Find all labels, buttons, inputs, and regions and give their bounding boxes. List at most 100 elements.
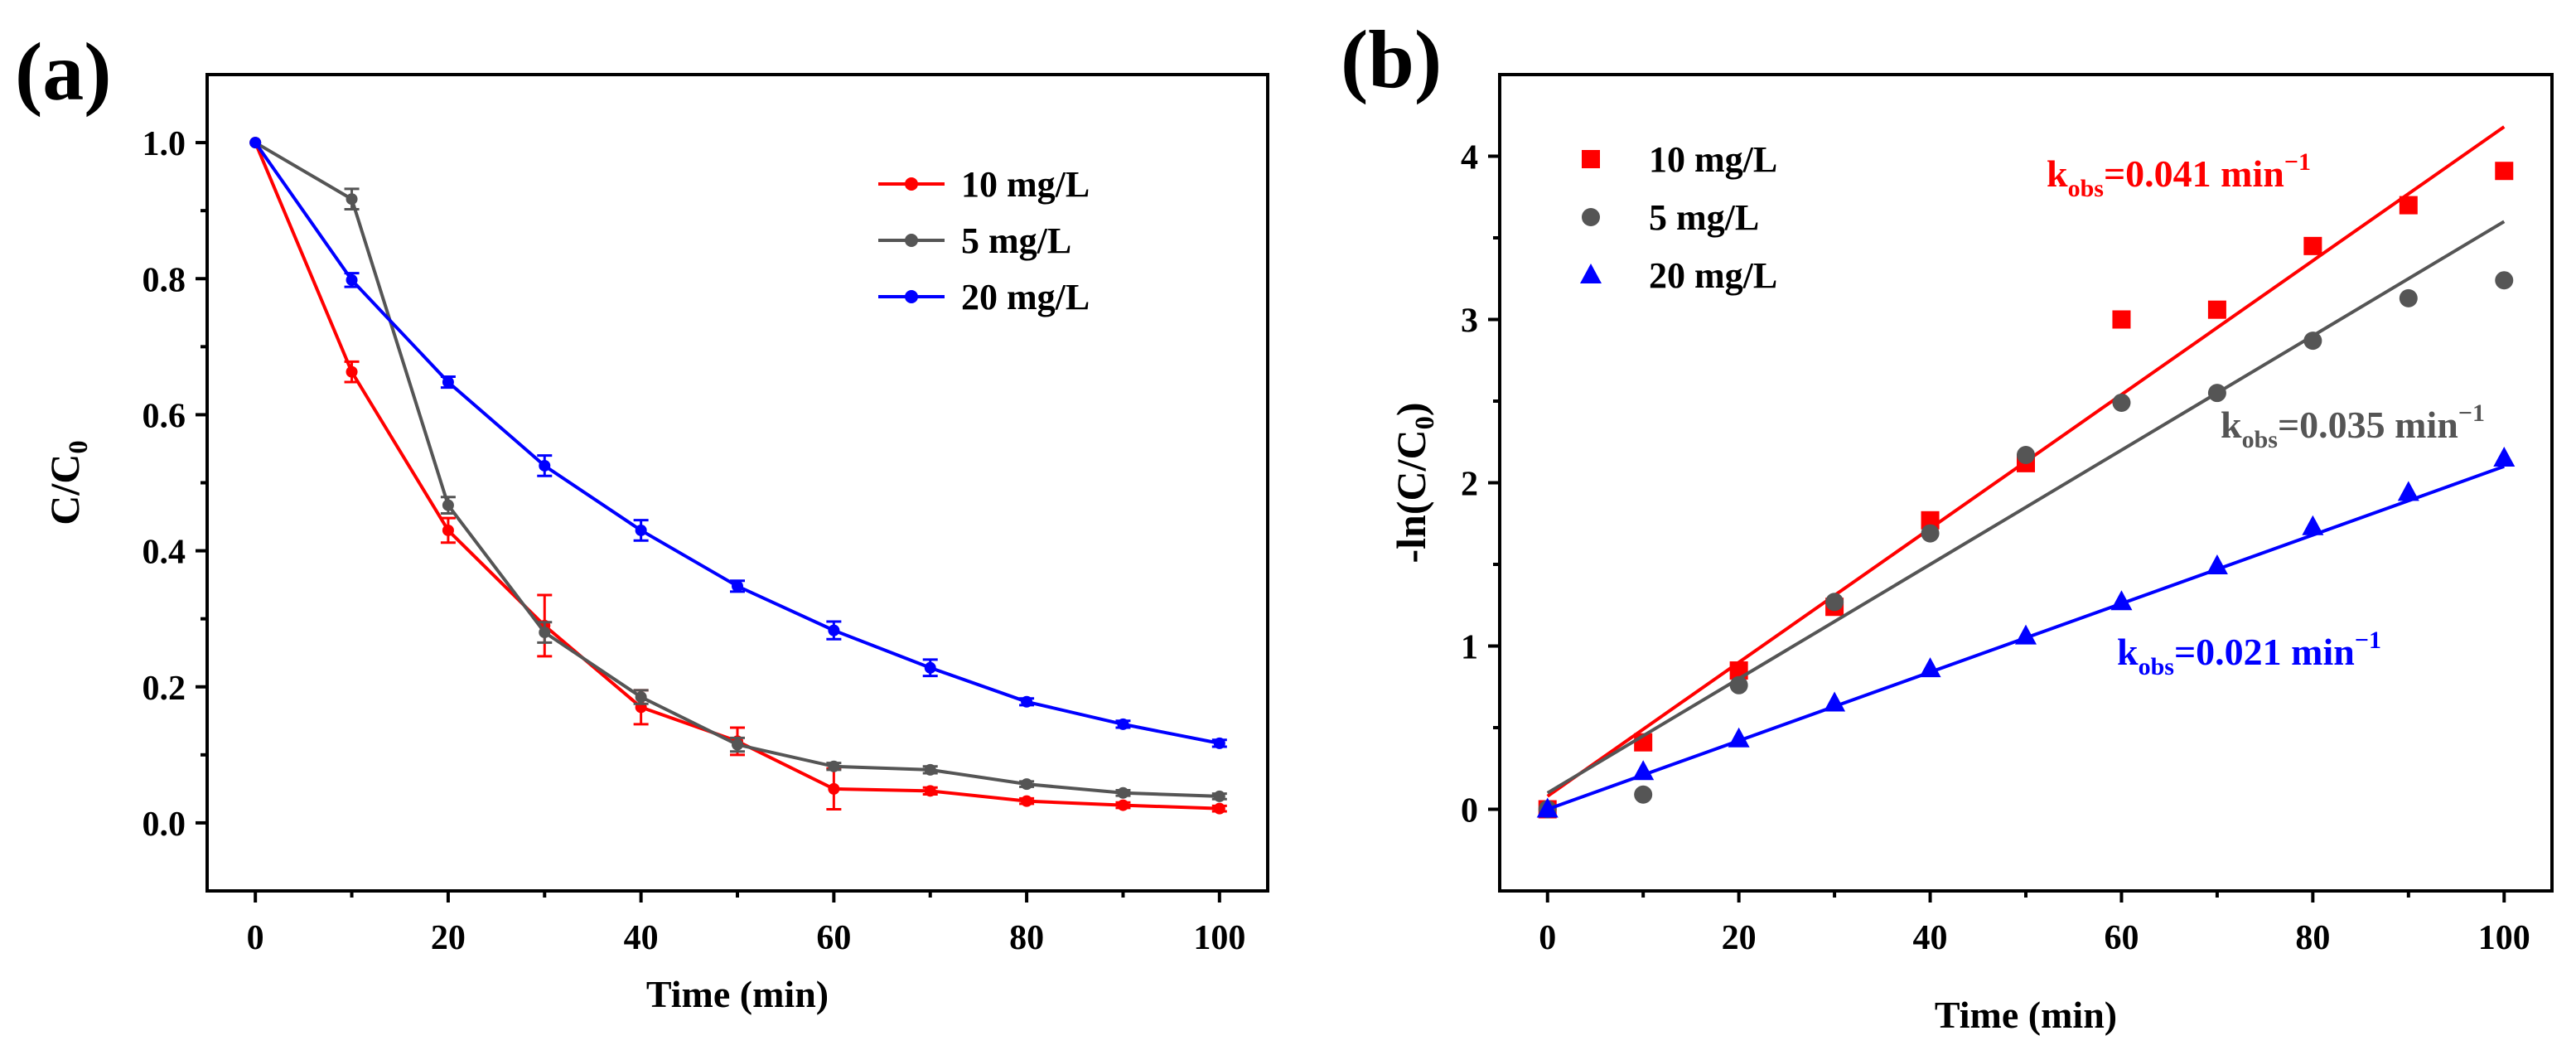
panel-a-ytick-label: 0.6	[143, 397, 186, 435]
data-point	[1021, 778, 1033, 791]
ylabel-close: )	[1388, 402, 1434, 416]
data-point	[1921, 524, 1940, 543]
data-point	[1117, 786, 1129, 799]
ylabel-main: -ln(C/C	[1388, 429, 1434, 563]
series-line	[254, 141, 1220, 798]
data-point	[2207, 384, 2226, 403]
panel-a-xtick-label: 0	[247, 919, 264, 957]
panel-a-xtick-label: 100	[1193, 919, 1245, 957]
annotation-sub: obs	[2139, 653, 2174, 680]
data-point	[2112, 393, 2131, 412]
data-point	[828, 782, 840, 795]
annotation-sup: −1	[2458, 399, 2485, 427]
annotation-sup: −1	[2284, 148, 2311, 176]
panel-b-annotation: kobs=0.041 min−1	[2047, 148, 2311, 202]
legend-label: 10 mg/L	[961, 164, 1090, 205]
data-point	[1213, 737, 1225, 749]
data-point	[732, 738, 743, 751]
panel-a-ytick-label: 0.4	[143, 534, 186, 572]
data-point	[2493, 446, 2516, 467]
panel-a-ylabel: C/C0	[41, 440, 94, 525]
panel-b-xtick-label: 60	[2104, 919, 2139, 957]
panel-a-frame	[205, 73, 1269, 893]
data-point	[2207, 300, 2226, 319]
data-point	[2206, 554, 2228, 574]
legend-marker	[1582, 208, 1600, 226]
data-point	[1536, 797, 1559, 818]
panel-a-ytick-label: 1.0	[143, 125, 186, 163]
panel-b-xtick-label: 20	[1722, 919, 1757, 957]
data-point	[442, 499, 454, 511]
panel-b-xtick-label: 0	[1539, 919, 1556, 957]
data-point	[924, 763, 936, 776]
data-point	[635, 524, 647, 536]
ylabel-main: C/C	[41, 454, 88, 525]
panel-b-ytick-label: 4	[1461, 139, 1478, 177]
data-point	[1919, 657, 1941, 678]
data-point	[249, 137, 262, 149]
legend-label: 20 mg/L	[1649, 255, 1777, 296]
panel-a-legend: 10 mg/L 5 mg/L 20 mg/L	[878, 164, 1090, 317]
annotation-k: k	[2117, 631, 2139, 673]
data-point	[1824, 691, 1846, 712]
data-point	[732, 580, 743, 593]
ylabel-sub: 0	[64, 440, 94, 453]
data-point	[1117, 718, 1129, 730]
annotation-sub: obs	[2068, 175, 2104, 202]
data-point	[2399, 288, 2418, 307]
data-point	[924, 785, 936, 797]
panel-b-label: (b)	[1341, 13, 1442, 105]
data-point	[2015, 624, 2037, 645]
ylabel-sub: 0	[1410, 416, 1440, 429]
panel-a-xtick-label: 20	[431, 919, 466, 957]
data-point	[2112, 310, 2131, 329]
panel-b-xlabel: Time (min)	[1935, 994, 2117, 1036]
panel-b-legend: 10 mg/L 5 mg/L 20 mg/L	[1580, 139, 1777, 296]
annotation-k: k	[2047, 152, 2068, 195]
data-point	[539, 627, 551, 639]
panel-b-xtick-label: 100	[2478, 919, 2530, 957]
panel-b-ytick-label: 2	[1461, 466, 1478, 504]
annotation-text: =0.041 min	[2104, 152, 2284, 195]
panel-a-ytick-label: 0.2	[143, 670, 186, 708]
data-point	[1021, 695, 1033, 708]
panel-b-annotation: kobs=0.035 min−1	[2221, 399, 2485, 453]
panel-a-xlabel: Time (min)	[646, 973, 829, 1015]
legend-marker	[905, 177, 918, 191]
panel-a-xtick-label: 80	[1009, 919, 1044, 957]
legend-marker	[1580, 264, 1602, 283]
legend-label: 20 mg/L	[961, 277, 1090, 317]
data-point	[346, 193, 358, 206]
data-point	[442, 524, 454, 536]
panel-a-chart: 0 20 40 60 80 100 0.0 0.2 0.4 0.6 0.8 1.0 Time (min)…	[41, 73, 1269, 1015]
panel-b-ytick-label: 0	[1461, 792, 1478, 830]
data-point	[1825, 593, 1844, 612]
data-point	[1729, 675, 1748, 694]
series-line	[254, 142, 1220, 811]
legend-label: 5 mg/L	[1649, 197, 1759, 238]
legend-label: 10 mg/L	[1649, 139, 1777, 180]
annotation-sup: −1	[2355, 627, 2381, 654]
data-point	[346, 365, 358, 378]
panel-b-xtick-label: 80	[2295, 919, 2330, 957]
data-point	[635, 691, 647, 704]
panel-a-ytick-label: 0.0	[143, 806, 186, 844]
panel-b-series-1: kobs=0.035 min−1	[1538, 220, 2514, 819]
legend-label: 5 mg/L	[961, 220, 1071, 261]
data-point	[1728, 727, 1750, 748]
panel-a-label: (a)	[15, 26, 112, 118]
data-point	[2495, 271, 2514, 290]
fit-line	[1546, 220, 2506, 795]
panel-a-series-2	[249, 137, 1227, 749]
legend-marker	[1582, 150, 1600, 168]
data-point	[2110, 590, 2133, 611]
data-point	[1117, 799, 1129, 811]
data-point	[2017, 446, 2035, 465]
annotation-text: =0.035 min	[2278, 404, 2458, 446]
panel-b-ytick-label: 1	[1461, 629, 1478, 667]
data-point	[2303, 332, 2322, 351]
annotation-sub: obs	[2242, 426, 2278, 453]
data-point	[1213, 802, 1225, 815]
